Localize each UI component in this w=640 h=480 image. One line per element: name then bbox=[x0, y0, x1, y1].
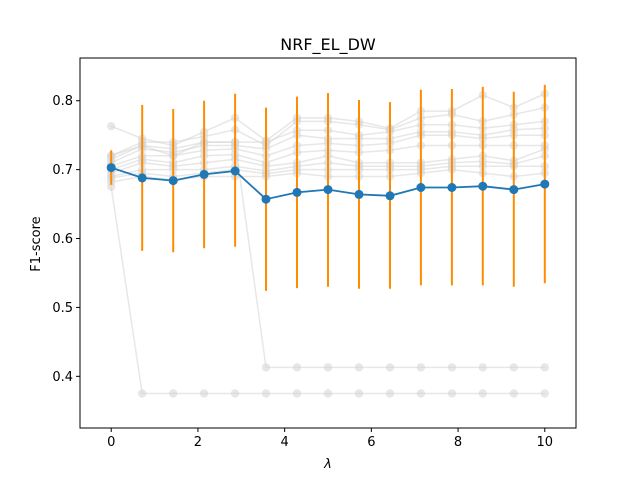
y-tick-label: 0.5 bbox=[52, 301, 73, 316]
x-tick-label: 0 bbox=[107, 435, 115, 450]
y-tick-label: 0.8 bbox=[52, 94, 73, 109]
background-run-point bbox=[354, 389, 364, 398]
mean-point bbox=[168, 176, 178, 186]
mean-point bbox=[137, 173, 147, 183]
mean-point bbox=[416, 183, 426, 192]
background-run-point bbox=[447, 389, 457, 398]
background-run-point bbox=[354, 363, 364, 372]
y-tick-label: 0.4 bbox=[52, 370, 73, 385]
mean-point bbox=[230, 166, 240, 176]
axes-frame bbox=[79, 57, 577, 429]
y-tick-label: 0.7 bbox=[52, 163, 73, 178]
mean-point bbox=[447, 183, 457, 192]
plot-area: 0 2 4 6 8 10 0.4 0.5 0.6 0.7 0.8 bbox=[52, 57, 577, 450]
background-run-point bbox=[540, 389, 549, 398]
background-run-point bbox=[138, 389, 147, 398]
mean-point bbox=[106, 163, 116, 173]
background-run-point bbox=[323, 389, 333, 398]
y-tick-label: 0.6 bbox=[52, 232, 73, 247]
background-run-point bbox=[385, 363, 395, 372]
background-run-point bbox=[509, 363, 518, 372]
background-run-point bbox=[478, 363, 487, 372]
background-run-point bbox=[261, 363, 271, 372]
background-run-point bbox=[447, 363, 457, 372]
background-run-point bbox=[292, 389, 302, 398]
background-run-point bbox=[107, 122, 116, 131]
mean-point bbox=[509, 185, 519, 195]
x-tick-label: 10 bbox=[537, 435, 554, 450]
x-tick-label: 4 bbox=[281, 435, 289, 450]
mean-point bbox=[199, 169, 209, 179]
background-run-point bbox=[416, 389, 426, 398]
background-run-point bbox=[107, 182, 116, 191]
background-run-point bbox=[509, 389, 518, 398]
mean-point bbox=[323, 185, 333, 195]
background-run-point bbox=[169, 389, 178, 398]
background-run-point bbox=[292, 363, 302, 372]
mean-point bbox=[261, 194, 271, 204]
background-run-point bbox=[230, 389, 240, 398]
mean-point bbox=[478, 181, 488, 191]
background-run-point bbox=[199, 389, 209, 398]
background-run-point bbox=[478, 389, 487, 398]
x-tick-label: 8 bbox=[454, 435, 462, 450]
background-run-point bbox=[323, 363, 333, 372]
x-tick-label: 6 bbox=[367, 435, 375, 450]
background-run-point bbox=[385, 389, 395, 398]
mean-point bbox=[385, 191, 395, 201]
mean-point bbox=[292, 187, 302, 197]
mean-point bbox=[354, 189, 364, 199]
x-tick-label: 2 bbox=[194, 435, 202, 450]
background-run-point bbox=[540, 363, 549, 372]
background-run-point bbox=[261, 389, 271, 398]
background-run-point bbox=[416, 363, 426, 372]
chart-title: NRF_EL_DW bbox=[280, 35, 376, 55]
mean-point bbox=[540, 179, 550, 189]
x-axis-label: λ bbox=[323, 457, 332, 472]
y-axis-label: F1-score bbox=[29, 216, 44, 271]
